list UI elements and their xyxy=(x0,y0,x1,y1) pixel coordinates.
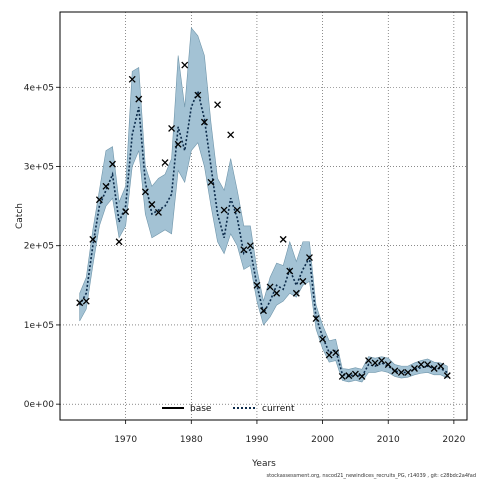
grid xyxy=(60,12,467,420)
observed-point xyxy=(345,372,353,380)
x-axis-title: Years xyxy=(251,459,276,469)
observed-point xyxy=(89,235,97,243)
x-tick-label: 1980 xyxy=(180,435,203,445)
x-tick-label: 1990 xyxy=(245,435,268,445)
observed-point xyxy=(260,307,267,315)
observed-point xyxy=(384,361,392,369)
legend-current-label: current xyxy=(262,404,295,414)
observed-point xyxy=(397,369,405,376)
observed-point xyxy=(148,201,156,208)
observed-point xyxy=(240,246,248,254)
observed-point xyxy=(128,75,136,83)
observed-point xyxy=(319,335,327,343)
current-series-line xyxy=(78,88,448,378)
y-tick-label: 2e+05 xyxy=(24,242,54,252)
current-line xyxy=(78,88,448,378)
y-tick-label: 0e+00 xyxy=(24,400,55,410)
observed-point xyxy=(305,254,313,262)
observed-point xyxy=(417,361,425,369)
observed-point xyxy=(135,95,143,103)
axes: 1970 1980 1990 2000 2010 2020 0e+00 1e+05 2e+05 3… xyxy=(24,83,466,445)
confidence-band xyxy=(79,27,448,383)
observed-point xyxy=(174,140,182,148)
observed-point xyxy=(227,131,235,139)
x-tick-label: 2010 xyxy=(377,435,400,445)
observed-point xyxy=(115,238,123,246)
observed-point xyxy=(76,299,84,307)
observed-point xyxy=(279,235,287,243)
observed-point xyxy=(371,359,379,367)
observed-point xyxy=(168,124,176,132)
observed-point xyxy=(109,160,116,168)
x-tick-label: 2020 xyxy=(442,435,465,445)
observed-point xyxy=(378,357,386,365)
observed-point xyxy=(338,372,346,380)
legend-base-label: base xyxy=(190,404,212,414)
observed-point xyxy=(266,283,274,291)
observed-point xyxy=(82,297,90,305)
observed-point xyxy=(246,242,254,250)
observed-point xyxy=(391,367,399,375)
y-tick-label: 3e+05 xyxy=(24,162,54,172)
observed-point xyxy=(220,206,228,214)
observed-point xyxy=(443,372,451,380)
observed-point xyxy=(181,61,189,69)
observed-point xyxy=(141,188,149,196)
observed-point xyxy=(424,361,432,369)
observed-point xyxy=(95,196,103,204)
observed-point xyxy=(299,277,307,285)
observed-point xyxy=(430,365,438,372)
footer-note: stockassessment.org, nscod21_newindices_… xyxy=(267,473,476,479)
observed-point xyxy=(253,281,261,289)
observed-point xyxy=(404,369,412,376)
observed-point xyxy=(273,289,281,297)
y-tick-label: 4e+05 xyxy=(24,83,54,93)
observed-point xyxy=(161,159,169,166)
observed-point xyxy=(194,91,202,99)
observed-point xyxy=(351,370,359,378)
plot-frame xyxy=(59,11,468,421)
y-axis-title: Catch xyxy=(15,203,25,229)
observed-point xyxy=(332,349,340,357)
observed-point xyxy=(358,372,366,380)
observed-point xyxy=(122,208,130,216)
observed-point xyxy=(233,206,241,214)
observed-point xyxy=(286,267,294,275)
y-tick-label: 1e+05 xyxy=(24,321,54,331)
observed-markers xyxy=(76,61,451,380)
x-tick-label: 1970 xyxy=(114,435,137,445)
observed-point xyxy=(200,118,208,126)
observed-point xyxy=(312,315,320,323)
confidence-band-area xyxy=(79,27,448,383)
observed-point xyxy=(411,365,418,372)
observed-point xyxy=(325,351,333,359)
observed-point xyxy=(207,178,215,186)
observed-point xyxy=(214,101,222,109)
observed-point xyxy=(102,182,110,190)
legend: base current xyxy=(162,404,295,414)
observed-point xyxy=(437,362,445,370)
x-tick-label: 2000 xyxy=(311,435,334,445)
observed-point xyxy=(292,289,300,297)
observed-point xyxy=(365,357,372,365)
observed-point xyxy=(155,208,162,216)
